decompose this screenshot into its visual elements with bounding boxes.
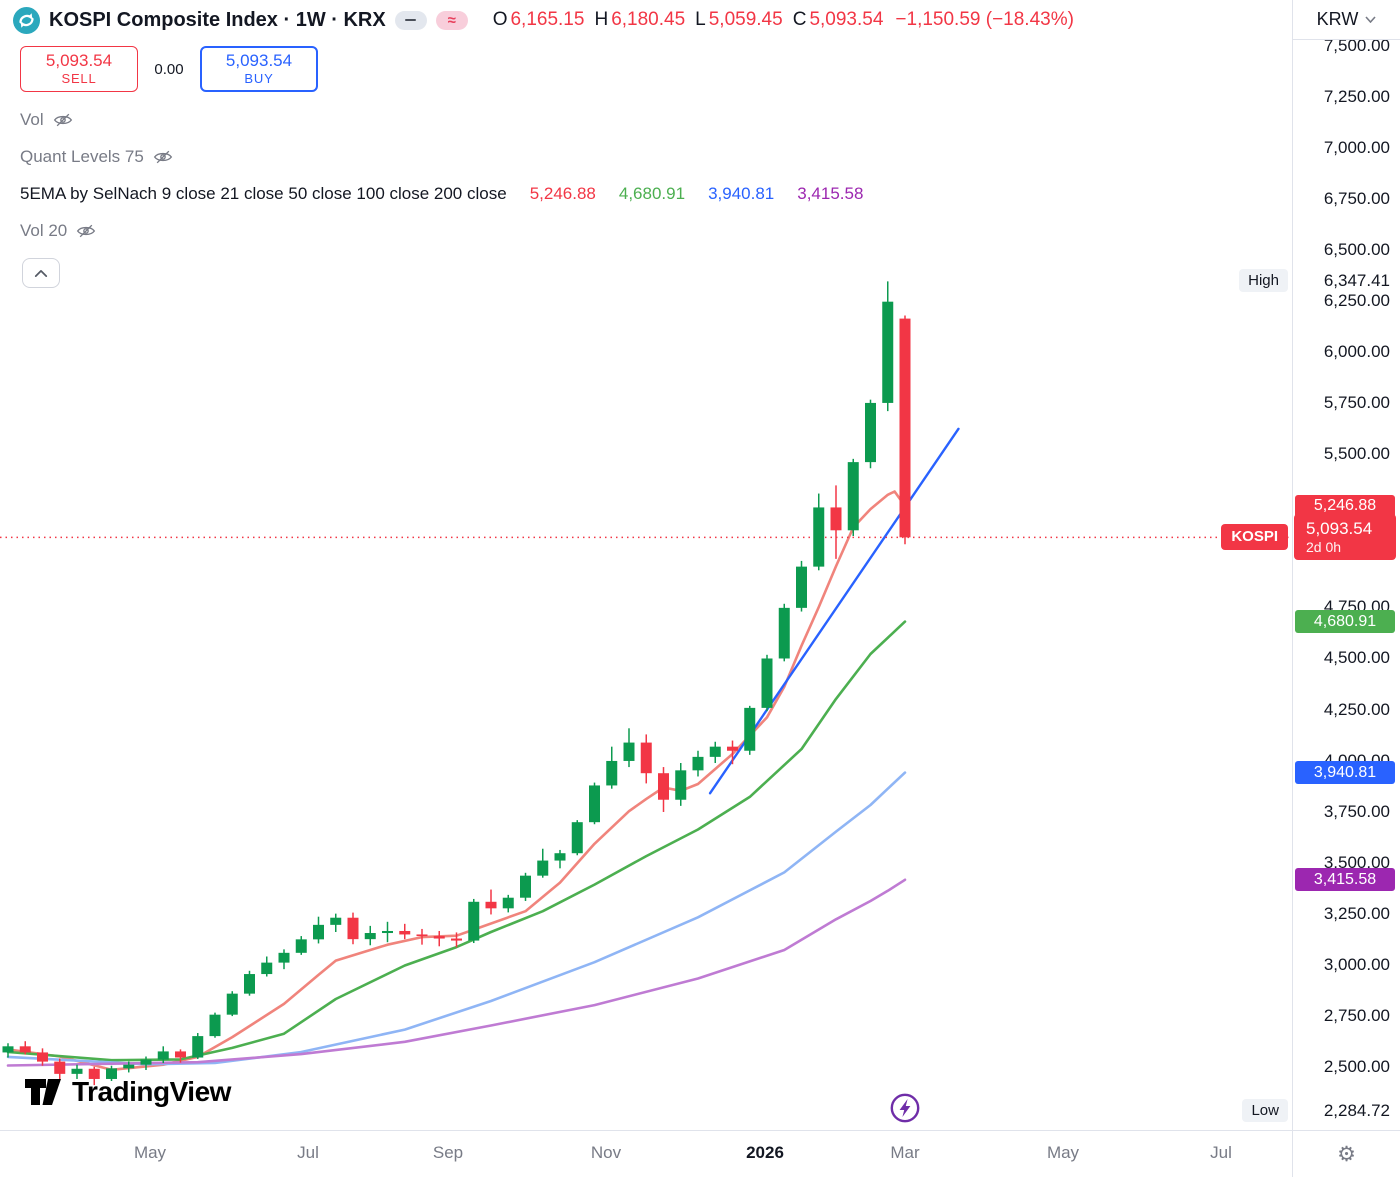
- wave-badge-icon[interactable]: [435, 10, 468, 30]
- price-axis-labels: 7,500.00 7,250.00 7,000.00 6,750.00 6,500.00…: [1293, 0, 1400, 1130]
- axis-corner: ⚙: [1292, 1130, 1400, 1177]
- price-axis-label: 7,250.00: [1323, 87, 1390, 107]
- price-axis-label: 6,000.00: [1323, 342, 1390, 362]
- price-axis-label: 5,750.00: [1323, 393, 1390, 413]
- open-value: 6,165.15: [510, 9, 585, 30]
- time-axis-label: Mar: [890, 1143, 920, 1162]
- ema-indicator-label[interactable]: 5EMA by SelNach 9 close 21 close 50 clos…: [20, 183, 507, 203]
- price-axis-label: 7,500.00: [1323, 36, 1390, 56]
- quant-levels-row: Quant Levels 75: [20, 143, 863, 170]
- visibility-off-icon[interactable]: [153, 147, 173, 167]
- ohlc-readout: O 6,165.15 H 6,180.45 L 5,059.45 C 5,093…: [483, 9, 1074, 31]
- ema-line-50: [6, 771, 907, 1066]
- price-axis-label: 4,500.00: [1323, 648, 1390, 668]
- sell-button[interactable]: 5,093.54 SELL: [20, 46, 138, 92]
- price-axis-label: 5,500.00: [1323, 444, 1390, 464]
- price-axis-label: 3,750.00: [1323, 801, 1390, 821]
- ema-value-200: 3,415.58: [797, 183, 864, 203]
- low-value: 5,059.45: [708, 9, 783, 30]
- ema-value-21: 4,680.91: [618, 183, 686, 203]
- time-axis-label: May: [133, 1143, 167, 1162]
- price-axis-label: 4,000.00: [1323, 750, 1390, 770]
- quant-levels-label[interactable]: Quant Levels 75: [20, 146, 144, 166]
- ema-line-21: [6, 620, 907, 1062]
- trade-panel: 5,093.54 SELL 0.00 5,093.54 BUY: [20, 46, 318, 92]
- symbol-logo-icon: [13, 6, 40, 34]
- currency-selector[interactable]: KRW: [1293, 0, 1400, 40]
- low-label: L: [695, 9, 706, 30]
- price-axis-label: 2,500.00: [1323, 1056, 1390, 1076]
- tradingview-watermark: TradingView: [24, 1076, 231, 1108]
- tradingview-logo-icon: [25, 1079, 61, 1105]
- price-axis-label: 4,250.00: [1323, 699, 1390, 719]
- buy-price: 5,093.54: [225, 51, 293, 70]
- change-value: −1,150.59 (−18.43%): [895, 9, 1074, 30]
- chevron-up-icon: [34, 269, 48, 277]
- symbol-title[interactable]: KOSPI Composite Index · 1W · KRX: [49, 8, 386, 31]
- time-axis-label: Jul: [297, 1143, 319, 1162]
- vol20-label[interactable]: Vol 20: [20, 220, 68, 240]
- time-axis-label: Sep: [432, 1143, 464, 1162]
- buy-button[interactable]: 5,093.54 BUY: [200, 46, 318, 92]
- time-axis[interactable]: May Jul Sep Nov 2026 Mar May Jul: [0, 1130, 1292, 1177]
- currency-label: KRW: [1316, 9, 1359, 29]
- volume-indicator-label[interactable]: Vol: [20, 109, 44, 129]
- high-label: H: [594, 9, 609, 30]
- close-label: C: [792, 9, 807, 30]
- sell-label: SELL: [61, 71, 97, 86]
- buy-label: BUY: [244, 71, 274, 86]
- sell-price: 5,093.54: [45, 51, 113, 70]
- open-label: O: [492, 9, 508, 30]
- price-axis-label: 6,500.00: [1323, 240, 1390, 260]
- price-axis-label: 4,750.00: [1323, 597, 1390, 617]
- time-axis-label: Jul: [1210, 1143, 1232, 1162]
- chart-header: KOSPI Composite Index · 1W · KRX O 6,165…: [0, 0, 1292, 40]
- time-axis-label: May: [1046, 1143, 1080, 1162]
- price-axis-label: 6,750.00: [1323, 189, 1390, 209]
- indicator-legend: Vol Quant Levels 75 5EMA by SelNach 9 cl…: [20, 106, 863, 254]
- price-axis[interactable]: KRW 7,500.00 7,250.00 7,000.00 6,750.00 6,50…: [1292, 0, 1400, 1130]
- ema-line-200: [6, 878, 907, 1067]
- visibility-off-icon[interactable]: [76, 221, 96, 241]
- vol20-indicator-row: Vol 20: [20, 217, 863, 244]
- price-axis-label: 7,000.00: [1323, 138, 1390, 158]
- minus-badge-icon[interactable]: [394, 10, 427, 30]
- high-value: 6,180.45: [611, 9, 686, 30]
- price-axis-label: 6,250.00: [1323, 291, 1390, 311]
- candles-series: [2, 281, 911, 1086]
- ema-indicator-row: 5EMA by SelNach 9 close 21 close 50 clos…: [20, 180, 863, 207]
- price-axis-label: 3,500.00: [1323, 852, 1390, 872]
- close-value: 5,093.54: [809, 9, 884, 30]
- ema-value-50: 3,940.81: [708, 183, 775, 203]
- chevron-down-icon: [1365, 16, 1376, 23]
- time-axis-label: Nov: [590, 1143, 622, 1162]
- price-axis-label: 3,000.00: [1323, 954, 1390, 974]
- lightning-signal-icon: [890, 1093, 920, 1123]
- price-axis-label: 3,250.00: [1323, 903, 1390, 923]
- ema-line-9: [6, 490, 907, 1072]
- time-axis-label: 2026: [746, 1143, 784, 1162]
- ema-value-9: 5,246.88: [529, 183, 596, 203]
- price-chart-pane[interactable]: [0, 0, 1292, 1130]
- price-axis-label: 2,750.00: [1323, 1005, 1390, 1025]
- collapse-legend-button[interactable]: [22, 258, 60, 288]
- settings-gear-icon[interactable]: ⚙: [1337, 1142, 1356, 1166]
- spread-value: 0.00: [154, 60, 184, 78]
- volume-indicator-row: Vol: [20, 106, 863, 133]
- tradingview-wordmark: TradingView: [72, 1076, 231, 1107]
- visibility-off-icon[interactable]: [53, 110, 73, 130]
